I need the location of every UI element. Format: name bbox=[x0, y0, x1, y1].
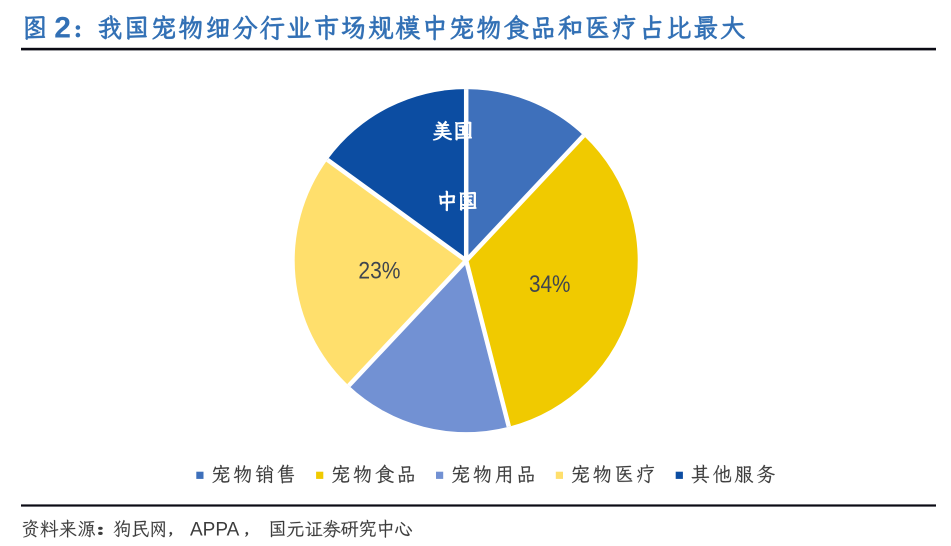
svg-text:APPA: APPA bbox=[190, 520, 240, 541]
svg-text:2: 2 bbox=[54, 12, 71, 45]
svg-text:34%: 34% bbox=[529, 271, 571, 298]
svg-text:23%: 23% bbox=[358, 257, 400, 284]
